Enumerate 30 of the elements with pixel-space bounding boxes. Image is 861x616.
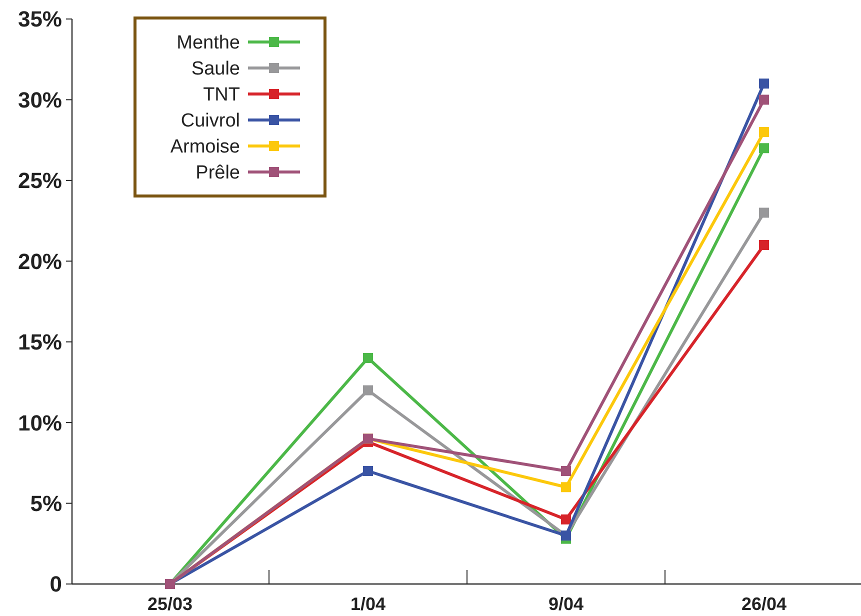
point	[759, 240, 769, 250]
y-tick-label: 35%	[18, 6, 62, 32]
point	[363, 353, 373, 363]
x-tick-label: 25/03	[147, 594, 193, 614]
point	[561, 514, 571, 524]
legend-label: TNT	[203, 84, 240, 106]
y-tick-label: 20%	[18, 248, 62, 274]
y-tick-label: 10%	[18, 410, 62, 436]
x-tick-label: 1/04	[350, 594, 386, 614]
x-tick-label: 26/04	[741, 594, 787, 614]
legend-label: Armoise	[170, 136, 240, 158]
point	[363, 466, 373, 476]
point	[759, 78, 769, 89]
point	[561, 466, 571, 476]
point	[759, 94, 769, 105]
y-tick-label: 0	[50, 572, 62, 597]
y-tick-label: 5%	[30, 490, 62, 516]
point	[759, 208, 769, 218]
point	[363, 385, 373, 396]
y-tick-label: 30%	[18, 87, 62, 112]
x-tick-label: 9/04	[548, 594, 584, 614]
legend-label: Cuivrol	[180, 110, 240, 132]
point	[759, 127, 769, 137]
y-tick-label: 25%	[18, 168, 62, 194]
point	[759, 143, 769, 154]
legend-label: Menthe	[176, 32, 240, 54]
point	[561, 482, 571, 492]
legend-label: Saule	[191, 58, 240, 80]
y-tick-label: 15%	[18, 330, 62, 355]
legend-label: Prêle	[196, 162, 240, 184]
